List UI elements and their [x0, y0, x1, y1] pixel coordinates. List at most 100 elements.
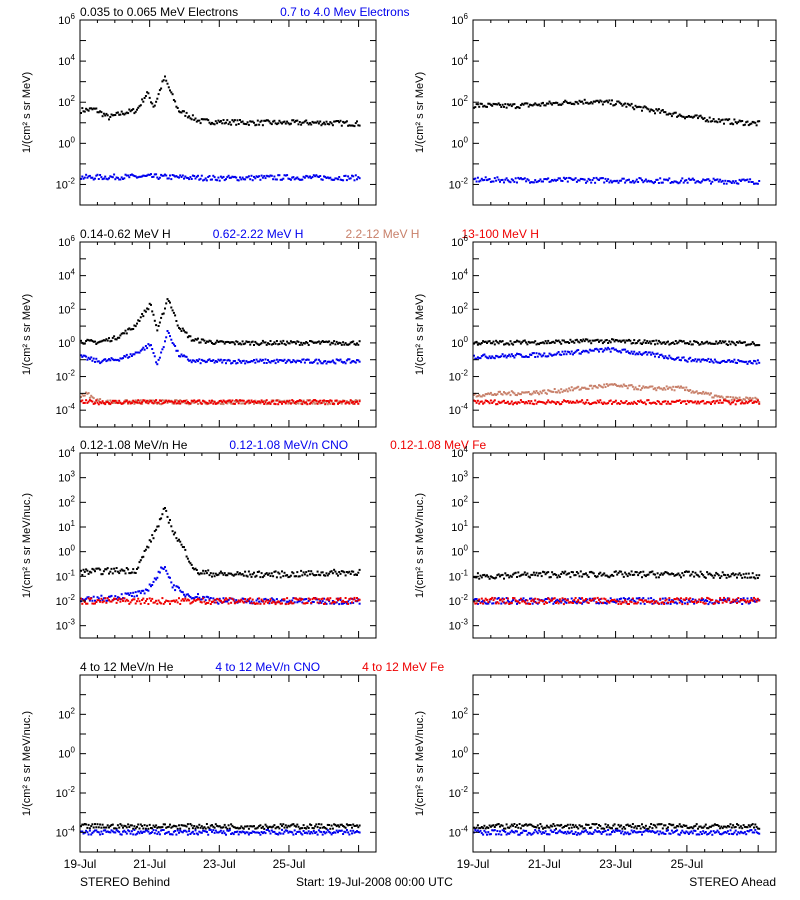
data-point — [300, 361, 303, 364]
data-point — [282, 360, 285, 362]
data-point — [216, 402, 219, 405]
data-point — [214, 360, 217, 362]
data-point — [319, 175, 322, 177]
data-point — [202, 359, 205, 362]
data-point — [535, 352, 538, 355]
data-point — [566, 102, 569, 104]
data-point — [711, 598, 714, 601]
data-point — [269, 340, 272, 342]
data-point — [81, 393, 84, 396]
data-point — [544, 826, 547, 829]
data-point — [123, 332, 126, 335]
legend-entry: 4 to 12 MeV Fe — [362, 660, 444, 674]
data-point — [729, 601, 732, 604]
data-point — [178, 355, 180, 358]
data-point — [191, 359, 194, 362]
data-point — [672, 341, 675, 344]
data-point — [125, 353, 128, 356]
data-point — [746, 362, 749, 365]
data-point — [287, 601, 290, 604]
data-point — [703, 359, 706, 362]
data-point — [337, 359, 339, 362]
data-point — [525, 602, 528, 605]
data-point — [650, 597, 653, 600]
data-point — [631, 402, 634, 405]
data-point — [651, 340, 654, 343]
data-point — [739, 599, 742, 602]
data-point — [100, 402, 103, 405]
data-point — [668, 599, 671, 601]
data-point — [127, 401, 130, 404]
data-point — [628, 597, 630, 600]
data-point — [333, 568, 336, 571]
data-point — [335, 597, 338, 600]
data-point — [228, 341, 231, 344]
data-point — [505, 106, 508, 109]
data-point — [208, 175, 211, 177]
data-point — [205, 572, 208, 575]
data-point — [333, 402, 336, 405]
data-point — [702, 598, 705, 601]
data-point — [263, 403, 266, 405]
data-point — [233, 573, 236, 576]
data-point — [175, 599, 178, 602]
data-point — [503, 391, 505, 394]
data-point — [141, 599, 144, 601]
data-point — [618, 600, 621, 603]
data-point — [97, 826, 100, 829]
data-point — [242, 601, 245, 604]
data-point — [634, 600, 637, 603]
data-point — [175, 320, 178, 322]
data-point — [681, 572, 684, 575]
data-point — [205, 401, 208, 404]
data-point — [609, 102, 612, 105]
data-point — [311, 400, 314, 403]
data-point — [670, 181, 673, 183]
data-point — [152, 105, 155, 108]
data-point — [298, 597, 301, 600]
y-tick-label: 10-4 — [56, 402, 76, 417]
data-point — [281, 178, 283, 181]
data-point — [689, 389, 692, 391]
data-point — [317, 602, 320, 605]
data-point — [480, 395, 483, 398]
data-point — [222, 403, 225, 406]
data-point — [183, 829, 185, 832]
data-point — [231, 832, 234, 835]
data-point — [160, 399, 163, 402]
data-point — [599, 571, 602, 574]
data-point — [289, 361, 292, 364]
data-point — [111, 399, 114, 402]
data-point — [474, 598, 477, 600]
data-point — [114, 358, 117, 361]
data-point — [689, 115, 692, 118]
data-point — [137, 402, 140, 405]
data-point — [81, 574, 84, 576]
data-point — [648, 351, 651, 354]
data-point — [487, 827, 490, 829]
data-point — [577, 385, 580, 388]
data-point — [631, 106, 634, 109]
data-point — [603, 597, 606, 600]
data-point — [670, 357, 673, 360]
data-point — [558, 177, 561, 180]
data-point — [721, 340, 724, 343]
data-point — [97, 597, 100, 600]
data-point — [543, 352, 546, 355]
data-point — [598, 384, 600, 387]
data-point — [635, 352, 638, 355]
data-point — [583, 402, 586, 405]
data-point — [476, 399, 479, 402]
data-point — [650, 180, 653, 183]
data-point — [600, 347, 603, 350]
data-point — [141, 175, 144, 178]
data-point — [565, 100, 568, 103]
data-point — [663, 572, 666, 575]
data-point — [264, 401, 267, 404]
data-point — [351, 174, 353, 177]
data-point — [672, 181, 675, 184]
data-point — [475, 598, 478, 600]
data-point — [86, 602, 89, 605]
data-point — [745, 344, 748, 347]
data-point — [539, 599, 542, 602]
